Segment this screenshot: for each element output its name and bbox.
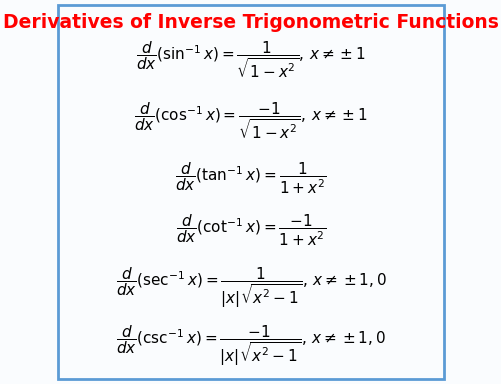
Text: Derivatives of Inverse Trigonometric Functions: Derivatives of Inverse Trigonometric Fun… (3, 13, 498, 32)
FancyBboxPatch shape (58, 5, 443, 379)
Text: $\dfrac{d}{dx}\left(\tan^{-1}x\right) = \dfrac{1}{1+x^2}$: $\dfrac{d}{dx}\left(\tan^{-1}x\right) = … (175, 161, 326, 196)
Text: $\dfrac{d}{dx}\left(\csc^{-1}x\right) = \dfrac{-1}{|x|\sqrt{x^2-1}},\, x \neq \p: $\dfrac{d}{dx}\left(\csc^{-1}x\right) = … (116, 323, 385, 368)
Text: $\dfrac{d}{dx}\left(\cos^{-1}x\right) = \dfrac{-1}{\sqrt{1-x^2}},\, x \neq \pm 1: $\dfrac{d}{dx}\left(\cos^{-1}x\right) = … (134, 101, 367, 141)
Text: $\dfrac{d}{dx}\left(\sec^{-1}x\right) = \dfrac{1}{|x|\sqrt{x^2-1}},\, x \neq \pm: $\dfrac{d}{dx}\left(\sec^{-1}x\right) = … (115, 265, 386, 310)
Text: $\dfrac{d}{dx}\left(\cot^{-1}x\right) = \dfrac{-1}{1+x^2}$: $\dfrac{d}{dx}\left(\cot^{-1}x\right) = … (175, 213, 326, 248)
Text: $\dfrac{d}{dx}\left(\sin^{-1}x\right) = \dfrac{1}{\sqrt{1-x^2}},\, x \neq \pm 1$: $\dfrac{d}{dx}\left(\sin^{-1}x\right) = … (136, 39, 365, 80)
